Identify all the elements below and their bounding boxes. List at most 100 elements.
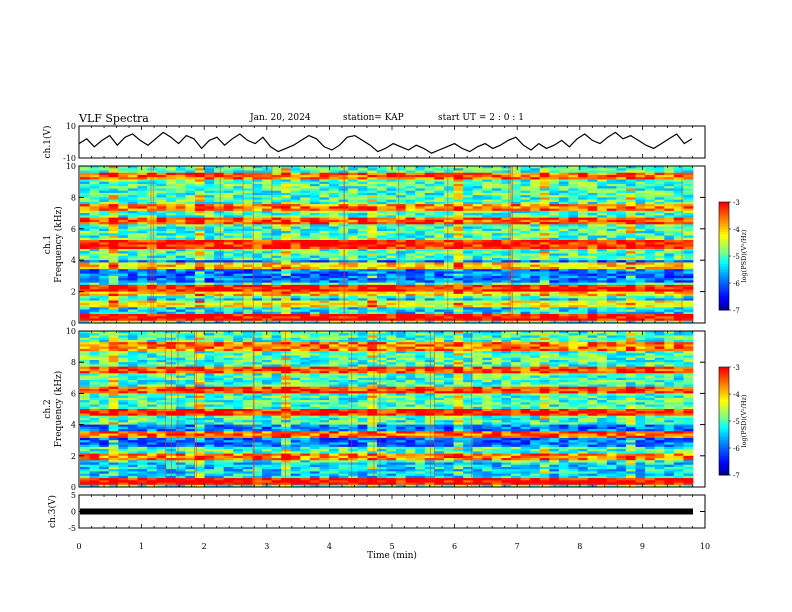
spectro-cell: [156, 309, 167, 313]
spectro-cell: [357, 237, 368, 241]
spectro-cell: [654, 172, 665, 176]
spectro-cell: [329, 224, 340, 227]
spectro-cell: [587, 278, 598, 281]
spectro-cell: [511, 195, 521, 198]
spectro-cell: [386, 190, 397, 194]
spectro-cell: [635, 284, 646, 288]
spectro-cell: [89, 300, 100, 304]
spectro-cell: [242, 213, 253, 216]
spectro-cell: [587, 260, 598, 263]
spectro-cell: [290, 291, 301, 295]
spectro-cell: [194, 181, 205, 185]
spectro-cell: [616, 168, 627, 171]
spectro-cell: [587, 177, 598, 180]
spectro-cell: [472, 271, 483, 275]
spectro-cell: [654, 197, 665, 201]
spectro-cell: [645, 210, 656, 214]
spectro-cell: [175, 217, 186, 221]
spectro-cell: [396, 314, 407, 317]
spectro-cell: [214, 282, 225, 286]
spectro-cell: [367, 237, 378, 241]
spectro-cell: [175, 219, 186, 223]
spectro-cell: [434, 237, 445, 241]
spectro-cell: [530, 224, 541, 227]
spectro-cell: [664, 257, 675, 261]
spectro-cell: [558, 255, 569, 259]
spectro-cell: [281, 255, 292, 259]
spectro-cell: [309, 316, 320, 319]
spectro-cell: [520, 179, 531, 183]
spectro-cell: [520, 278, 531, 281]
spectro-cell: [645, 318, 656, 322]
spectro-cell: [357, 217, 368, 221]
spectro-cell: [252, 314, 263, 317]
spectro-cell: [491, 273, 502, 277]
spectro-cell: [118, 293, 129, 297]
spectro-cell: [118, 208, 129, 212]
spectro-cell: [491, 231, 502, 234]
spectro-cell: [625, 168, 636, 171]
spectro-cell: [424, 201, 435, 205]
spectro-cell: [386, 251, 397, 254]
spectro-cell: [501, 228, 512, 232]
spectro-cell: [616, 242, 627, 245]
spectro-cell: [252, 177, 263, 180]
spectro-cell: [606, 170, 617, 174]
spectro-cell: [156, 186, 167, 189]
spectro-cell: [530, 210, 541, 214]
spectro-cell: [501, 311, 512, 315]
spectro-cell: [453, 172, 464, 176]
spectro-cell: [587, 264, 598, 268]
spectro-cell: [587, 273, 598, 277]
spectro-cell: [290, 280, 301, 284]
spectro-cell: [108, 298, 119, 301]
spectro-cell: [463, 251, 474, 254]
spectro-cell: [309, 235, 320, 239]
spectro-cell: [223, 204, 234, 207]
spectro-cell: [300, 179, 311, 183]
spectro-cell: [271, 333, 282, 336]
spectro-cell: [396, 186, 407, 189]
spectro-cell: [520, 300, 531, 304]
spectro-cell: [558, 284, 569, 288]
spectro-cell: [118, 166, 129, 169]
spectro-cell: [118, 204, 129, 207]
spectro-cell: [597, 204, 608, 207]
spectro-cell: [261, 248, 272, 252]
spectro-cell: [118, 177, 129, 180]
spectro-cell: [673, 331, 684, 334]
spectro-cell: [520, 282, 531, 286]
spectro-cell: [539, 260, 550, 263]
colorbar-swatch: [719, 253, 729, 257]
spectro-cell: [501, 242, 512, 245]
spectro-cell: [511, 320, 521, 324]
spectro-cell: [664, 273, 675, 277]
spectro-cell: [491, 262, 502, 266]
spectro-cell: [625, 215, 636, 218]
spectro-cell: [472, 181, 483, 185]
spectro-cell: [194, 235, 205, 239]
spectro-cell: [539, 235, 550, 239]
spectro-cell: [175, 275, 186, 279]
spectro-cell: [156, 305, 167, 308]
spectro-cell: [501, 195, 512, 198]
spectro-cell: [357, 206, 368, 210]
spectro-cell: [185, 289, 196, 292]
spectro-cell: [175, 298, 186, 301]
spectro-cell: [233, 186, 244, 189]
spectro-cell: [338, 186, 349, 189]
spectro-cell: [127, 291, 138, 295]
spectro-cell: [386, 224, 397, 227]
spectro-cell: [472, 217, 483, 221]
spectro-cell: [625, 305, 636, 308]
spectro-cell: [549, 296, 560, 299]
spectro-cell: [386, 278, 397, 281]
spectro-cell: [99, 195, 110, 198]
spectro-cell: [443, 206, 454, 210]
spectro-cell: [578, 251, 589, 254]
spectro-cell: [185, 264, 196, 268]
spectro-cell: [520, 190, 531, 194]
spectro-cell: [290, 181, 301, 185]
spectro-cell: [558, 192, 569, 196]
spectro-cell: [578, 282, 589, 286]
